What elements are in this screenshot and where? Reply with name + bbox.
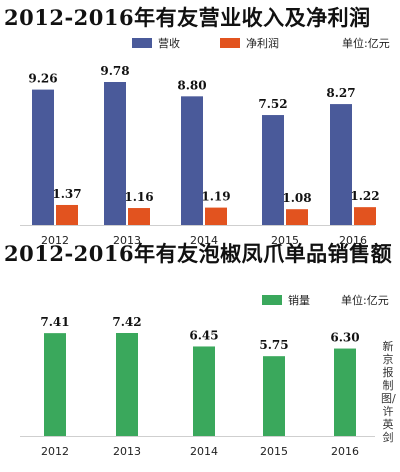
chart1-legend-swatch-1 bbox=[132, 38, 152, 48]
chart2-tick-label-2016: 2016 bbox=[331, 445, 359, 458]
chart1-bar-2016-1 bbox=[330, 104, 352, 225]
chart1-value-label-2015-2: 1.08 bbox=[282, 191, 311, 205]
chart1-unit-label: 单位:亿元 bbox=[342, 36, 390, 50]
image-credit: 新京报制图/许英剑 bbox=[381, 340, 396, 444]
chart1-value-label-2012-1: 9.26 bbox=[28, 72, 57, 86]
chart2-bar-2015-1 bbox=[263, 356, 285, 436]
chart2-value-label-2014-1: 6.45 bbox=[189, 328, 218, 342]
chart2-legend-swatch-1 bbox=[262, 295, 282, 305]
chart1-legend-swatch-2 bbox=[220, 38, 240, 48]
chart2-tick-label-2012: 2012 bbox=[41, 445, 69, 458]
chart2-value-label-2016-1: 6.30 bbox=[330, 331, 359, 345]
chart2-bar-2013-1 bbox=[116, 333, 138, 436]
chart1-bar-2012-2 bbox=[56, 204, 78, 225]
chart2-value-label-2015-1: 5.75 bbox=[259, 338, 288, 352]
chart1-bar-2013-1 bbox=[104, 82, 126, 225]
chart1-value-label-2012-2: 1.37 bbox=[52, 187, 81, 201]
chart1-value-label-2014-2: 1.19 bbox=[201, 190, 230, 204]
chart1-bar-2014-2 bbox=[205, 207, 227, 225]
chart1-bar-2014-1 bbox=[181, 96, 203, 225]
chart2-title: 2012-2016年有友泡椒凤爪单品销售额 bbox=[4, 241, 393, 266]
chart2-bar-2014-1 bbox=[193, 346, 215, 436]
chart1-title: 2012-2016年有友营业收入及净利润 bbox=[4, 5, 371, 30]
chart1-tick-label-2012: 2012 bbox=[41, 234, 69, 247]
chart1-bar-2012-1 bbox=[32, 89, 54, 225]
chart2-bar-2016-1 bbox=[334, 348, 356, 436]
chart1-value-label-2014-1: 8.80 bbox=[177, 78, 206, 92]
chart1-bar-2013-2 bbox=[128, 208, 150, 225]
chart1-legend-label-2: 净利润 bbox=[246, 36, 279, 50]
chart1-bar-2015-1 bbox=[262, 115, 284, 225]
chart2-value-label-2013-1: 7.42 bbox=[112, 315, 141, 329]
chart2-tick-label-2015: 2015 bbox=[260, 445, 288, 458]
chart2-tick-label-2014: 2014 bbox=[190, 445, 218, 458]
chart2-tick-label-2013: 2013 bbox=[113, 445, 141, 458]
chart2-legend-label-1: 销量 bbox=[288, 293, 310, 307]
chart1-tick-label-2013: 2013 bbox=[113, 234, 141, 247]
chart1-value-label-2015-1: 7.52 bbox=[258, 97, 287, 111]
chart2-bar-2012-1 bbox=[44, 333, 66, 436]
chart1-value-label-2013-2: 1.16 bbox=[124, 190, 153, 204]
chart1-tick-label-2014: 2014 bbox=[190, 234, 218, 247]
chart1-value-label-2013-1: 9.78 bbox=[100, 64, 129, 78]
chart2-value-label-2012-1: 7.41 bbox=[40, 315, 69, 329]
chart1-bar-2015-2 bbox=[286, 209, 308, 225]
chart1-bar-2016-2 bbox=[354, 207, 376, 225]
chart2-unit-label: 单位:亿元 bbox=[341, 293, 389, 307]
chart1-tick-label-2016: 2016 bbox=[339, 234, 367, 247]
chart1-value-label-2016-2: 1.22 bbox=[350, 189, 379, 203]
chart1-tick-label-2015: 2015 bbox=[271, 234, 299, 247]
chart1-legend-label-1: 营收 bbox=[158, 36, 180, 50]
chart1-value-label-2016-1: 8.27 bbox=[326, 86, 355, 100]
